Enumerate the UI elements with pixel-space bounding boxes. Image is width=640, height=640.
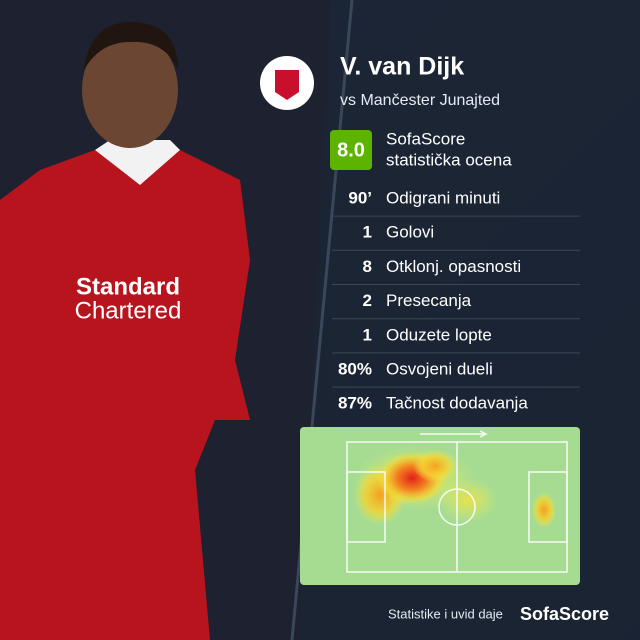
stat-label: Osvojeni dueli (386, 359, 493, 378)
heatmap (300, 427, 580, 585)
player-name: V. van Dijk (340, 53, 464, 81)
stat-label: Presecanja (386, 291, 472, 310)
rating-label: SofaScore (386, 129, 465, 148)
stat-value: 8 (363, 257, 372, 276)
footer-text: Statistike i uvid daje (388, 606, 503, 621)
rating-label: statistička ocena (386, 150, 512, 169)
club-crest (275, 70, 299, 100)
stat-value: 90’ (348, 188, 372, 207)
opponent: vs Mančester Junajted (340, 92, 500, 109)
stat-label: Golovi (386, 223, 434, 242)
stat-label: Oduzete lopte (386, 325, 492, 344)
rating-value: 8.0 (337, 139, 365, 161)
stat-value: 2 (363, 291, 372, 310)
stat-label: Tačnost dodavanja (386, 394, 528, 413)
stat-value: 1 (363, 223, 372, 242)
stat-label: Otklonj. opasnosti (386, 257, 521, 276)
rating-badge (330, 130, 372, 170)
svg-text:Chartered: Chartered (75, 297, 182, 324)
stat-label: Odigrani minuti (386, 188, 500, 207)
brand: SofaScore (520, 604, 609, 624)
stat-value: 87% (338, 394, 372, 413)
svg-text:Standard: Standard (76, 273, 180, 300)
stat-value: 1 (363, 325, 372, 344)
stat-value: 80% (338, 359, 372, 378)
